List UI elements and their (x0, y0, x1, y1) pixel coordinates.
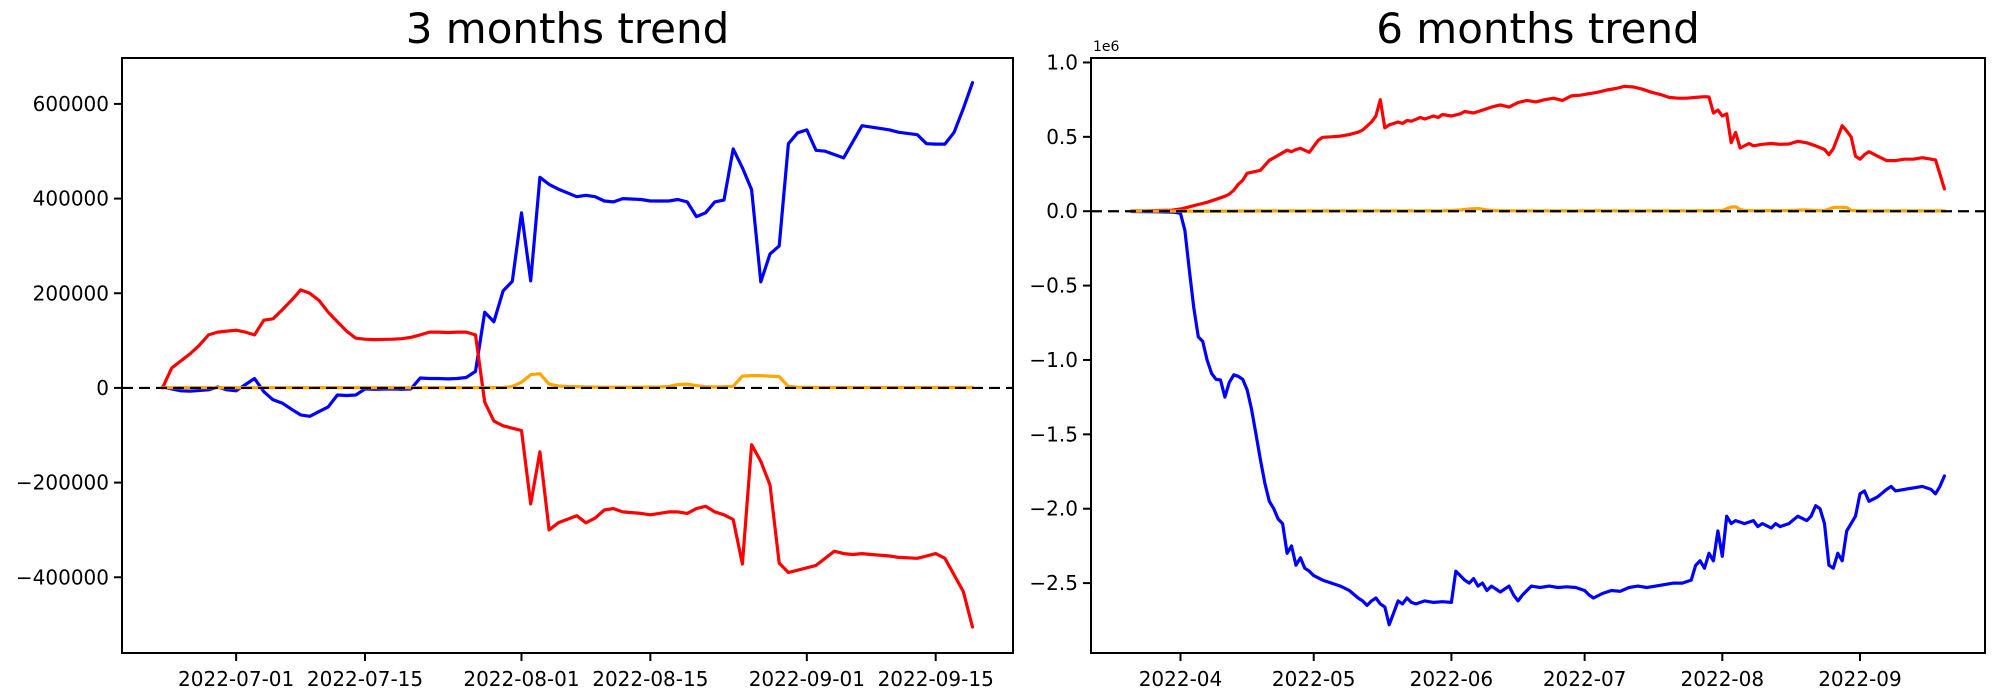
x-tick-label: 2022-08-01 (463, 667, 579, 691)
y-tick-label: 400000 (33, 187, 109, 211)
y-tick-label: −400000 (16, 565, 109, 589)
y-tick-label: −2.0 (1029, 497, 1078, 521)
x-tick-label: 2022-06 (1410, 667, 1494, 691)
x-tick-label: 2022-07-01 (178, 667, 294, 691)
blue-line (1129, 209, 1947, 627)
red-line (160, 288, 975, 629)
y-tick-label: 0 (96, 376, 109, 400)
y-tick-label: 0.5 (1046, 125, 1078, 149)
y-tick-label: −1.5 (1029, 422, 1078, 446)
x-tick-label: 2022-07-15 (307, 667, 423, 691)
x-tick-label: 2022-07 (1543, 667, 1627, 691)
y-axis-offset-label: 1e6 (1093, 39, 1120, 55)
chart-6m-title: 6 months trend (1376, 3, 1700, 53)
y-tick-label: 1.0 (1046, 50, 1078, 74)
y-tick-label: −0.5 (1029, 274, 1078, 298)
y-tick-label: −2.5 (1029, 571, 1078, 595)
y-tick-label: 200000 (33, 281, 109, 305)
chart-6m-plot: 2022-04 2022-05 2022-06 2022-07 2022-08 2022-… (1029, 39, 1986, 691)
x-tick-label: 2022-04 (1139, 667, 1223, 691)
y-tick-label: 600000 (33, 92, 109, 116)
y-tick-label: −1.0 (1029, 348, 1078, 372)
x-tick-label: 2022-09 (1818, 667, 1902, 691)
x-tick-label: 2022-08-15 (592, 667, 708, 691)
orange-line (160, 372, 975, 390)
chart-3m-plot: 2022-07-01 2022-07-15 2022-08-01 2022-08-15… (16, 57, 1014, 691)
y-tick-label: −200000 (16, 471, 109, 495)
axes-border (1090, 57, 1986, 654)
x-tick-label: 2022-09-01 (749, 667, 865, 691)
y-tick-label: 0.0 (1046, 199, 1078, 223)
chart-3m-title: 3 months trend (405, 3, 730, 53)
blue-line (160, 80, 975, 418)
axes-border (121, 57, 1014, 654)
x-tick-label: 2022-08 (1681, 667, 1765, 691)
x-tick-label: 2022-09-15 (878, 667, 994, 691)
red-line (1129, 84, 1947, 213)
x-tick-label: 2022-05 (1272, 667, 1356, 691)
